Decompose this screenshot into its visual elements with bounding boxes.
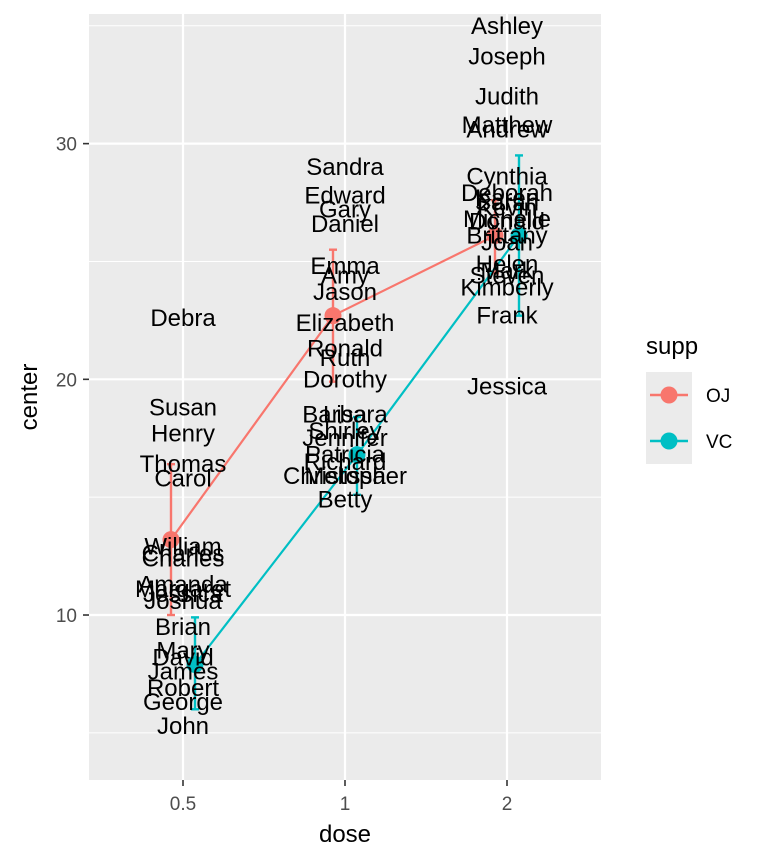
point-label: Charles bbox=[142, 541, 225, 568]
point-labels: AshleyJosephJudithMatthewAndrewCynthiaDe… bbox=[135, 13, 554, 740]
point-label: Charles bbox=[142, 545, 225, 572]
legend-label: VC bbox=[706, 432, 732, 453]
point-label: Sarah bbox=[475, 190, 539, 217]
point-label: Margaret bbox=[135, 576, 231, 603]
point-label: Robert bbox=[147, 675, 219, 702]
point-label: Lisa bbox=[323, 402, 368, 429]
point-label: Emma bbox=[310, 253, 380, 280]
series-point-VC bbox=[510, 227, 528, 245]
point-label: Henry bbox=[151, 421, 215, 448]
point-label: Sandra bbox=[306, 154, 384, 181]
point-label: Mary bbox=[156, 637, 209, 664]
point-label: Karen bbox=[475, 185, 539, 212]
point-label: Matthew bbox=[462, 112, 553, 139]
x-tick-label: 2 bbox=[502, 794, 513, 815]
point-label: Donald bbox=[469, 208, 545, 235]
grid-major bbox=[89, 14, 601, 780]
point-label: Gary bbox=[319, 197, 371, 224]
point-label: Andrew bbox=[466, 116, 548, 143]
point-label: Deborah bbox=[461, 180, 553, 207]
point-label: Brian bbox=[155, 614, 211, 641]
x-axis-title: dose bbox=[319, 821, 371, 848]
point-label: Daniel bbox=[311, 211, 379, 238]
series-point-OJ bbox=[486, 227, 504, 245]
point-label: Shirley bbox=[308, 418, 381, 445]
point-label: Judith bbox=[475, 83, 539, 110]
point-label: Edward bbox=[304, 182, 385, 209]
point-label: David bbox=[152, 644, 213, 671]
y-tick-label: 10 bbox=[56, 606, 77, 627]
point-label: Christopher bbox=[283, 463, 407, 490]
point-label: Thomas bbox=[140, 451, 227, 478]
y-tick-label: 30 bbox=[56, 135, 77, 156]
point-label: Carol bbox=[154, 465, 211, 492]
y-axis-title: center bbox=[16, 364, 43, 431]
point-label: Jennifer bbox=[302, 425, 387, 452]
point-label: Ruth bbox=[320, 345, 371, 372]
series-point-VC bbox=[348, 446, 366, 464]
point-label: Ashley bbox=[471, 13, 543, 40]
point-label: Betty bbox=[318, 487, 373, 514]
series-point-OJ bbox=[162, 531, 180, 549]
point-label: Kimberly bbox=[460, 274, 553, 301]
point-label: Jessica bbox=[467, 373, 548, 400]
point-label: William bbox=[144, 534, 221, 561]
point-label: George bbox=[143, 689, 223, 716]
point-label: Melissa bbox=[304, 463, 386, 490]
point-label: Mark bbox=[480, 258, 534, 285]
legend-label: OJ bbox=[706, 386, 730, 407]
legend-title: supp bbox=[646, 333, 698, 360]
point-label: John bbox=[157, 713, 209, 740]
point-label: Jessica bbox=[143, 581, 224, 608]
point-label: Steven bbox=[470, 263, 545, 290]
point-label: Joan bbox=[481, 230, 533, 257]
point-label: Michelle bbox=[463, 206, 551, 233]
x-tick-label: 1 bbox=[340, 794, 351, 815]
point-label: Dorothy bbox=[303, 366, 387, 393]
legend-key-point bbox=[660, 386, 678, 404]
series-point-VC bbox=[186, 656, 204, 674]
y-axis: 10 20 30 bbox=[56, 135, 89, 627]
point-label: James bbox=[148, 659, 219, 686]
series-points bbox=[162, 227, 528, 674]
point-label: Joshua bbox=[144, 588, 222, 615]
x-axis: 0.5 1 2 bbox=[170, 780, 513, 815]
point-label: Ronald bbox=[307, 336, 383, 363]
point-label: Patricia bbox=[305, 442, 386, 469]
point-label: Kevin bbox=[477, 194, 537, 221]
point-label: Amanda bbox=[138, 571, 228, 598]
x-tick-label: 0.5 bbox=[170, 794, 196, 815]
point-label: Barbara bbox=[302, 402, 388, 429]
point-label: Debra bbox=[150, 305, 216, 332]
point-label: Elizabeth bbox=[296, 310, 395, 337]
point-label: Helen bbox=[476, 251, 539, 278]
point-label: Jason bbox=[313, 279, 377, 306]
point-label: Frank bbox=[476, 303, 538, 330]
point-label: Amy bbox=[321, 263, 369, 290]
series-point-OJ bbox=[324, 307, 342, 325]
y-tick-label: 20 bbox=[56, 370, 77, 391]
legend-key-point bbox=[660, 432, 678, 450]
point-label: Richard bbox=[304, 449, 387, 476]
point-label: Joseph bbox=[468, 43, 545, 70]
legend: supp OJ VC bbox=[646, 333, 732, 464]
point-label: Susan bbox=[149, 395, 217, 422]
point-label: Brittany bbox=[466, 223, 547, 250]
point-label: Cynthia bbox=[466, 164, 548, 191]
